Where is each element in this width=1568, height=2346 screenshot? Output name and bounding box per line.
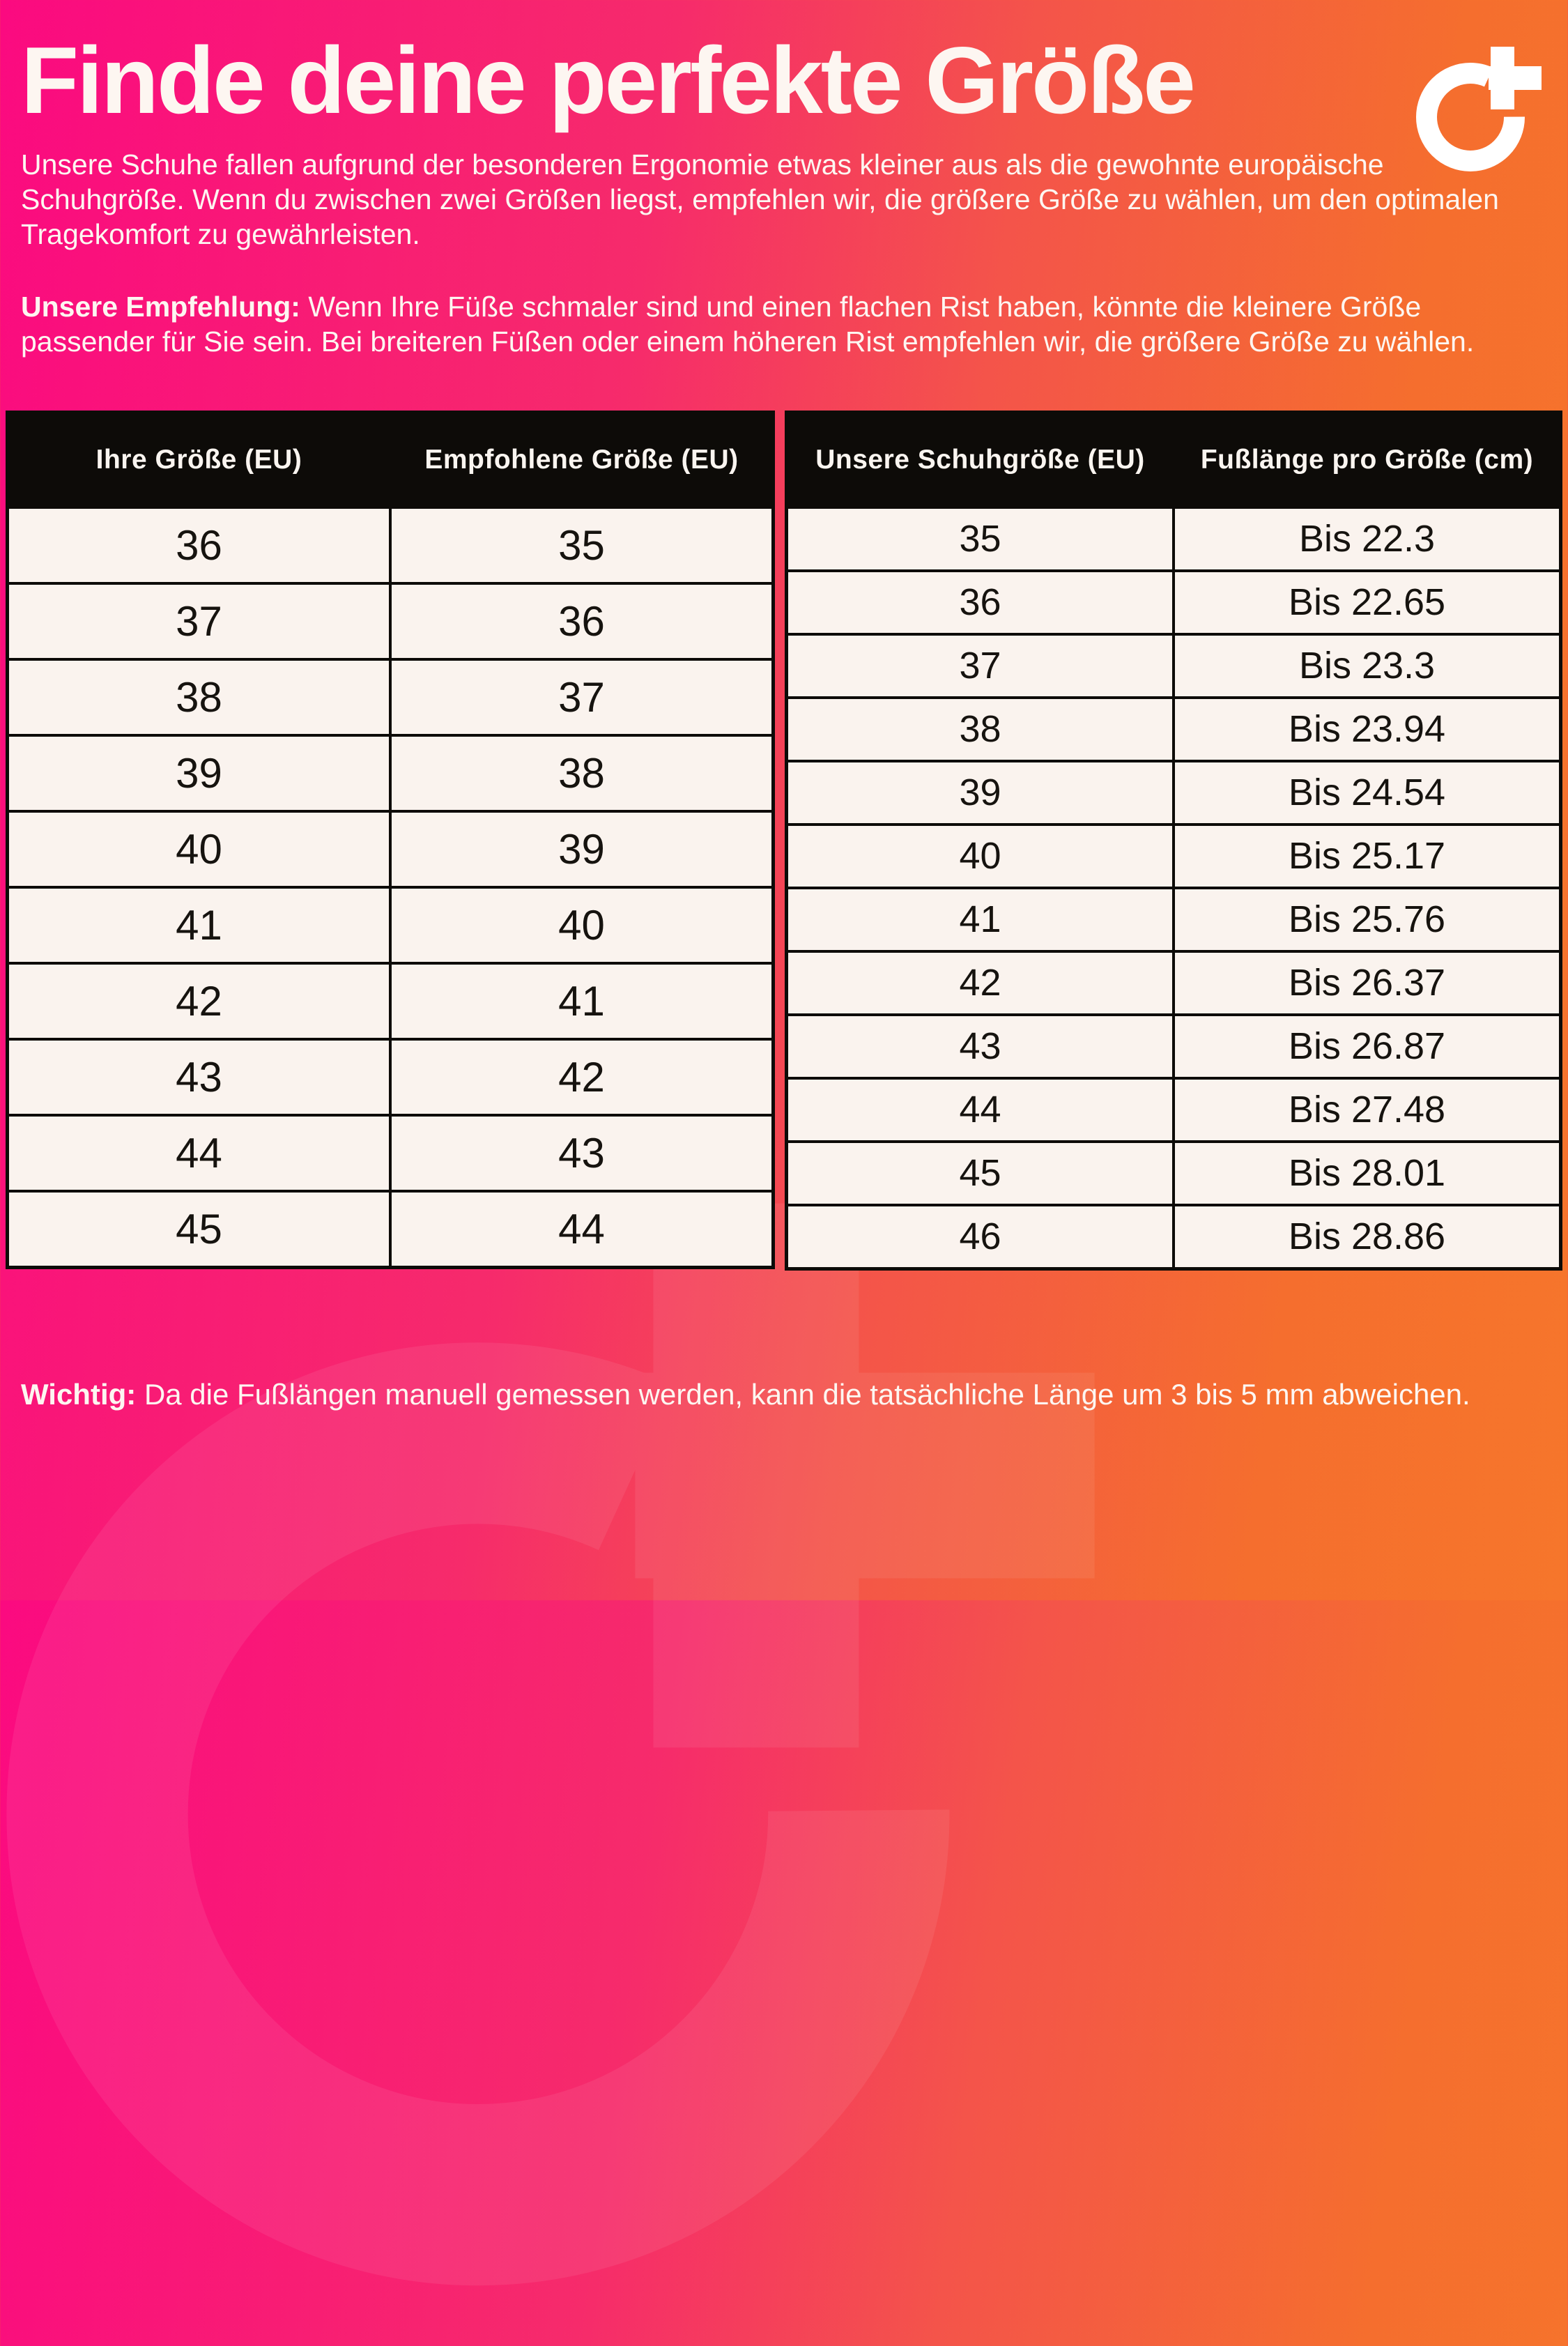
table-row: 38 Bis 23.94 — [785, 696, 1562, 762]
table-row: 37 36 — [6, 581, 775, 661]
table-cell: 41 — [785, 886, 1175, 953]
table-cell: 38 — [6, 657, 392, 737]
table-cell: 37 — [785, 632, 1175, 699]
length-table-header-shoe-size: Unsere Schuhgröße (EU) — [785, 411, 1175, 509]
table-cell: 40 — [6, 809, 392, 889]
table-row: 38 37 — [6, 657, 775, 737]
table-cell: 45 — [785, 1140, 1175, 1206]
table-cell: 43 — [785, 1013, 1175, 1080]
table-row: 41 40 — [6, 885, 775, 965]
table-cell: 37 — [389, 657, 775, 737]
length-table-body: 35 Bis 22.3 36 Bis 22.65 37 Bis 23.3 38 Bis 23.… — [785, 505, 1562, 1271]
table-row: 36 Bis 22.65 — [785, 569, 1562, 636]
table-cell: 44 — [785, 1076, 1175, 1143]
table-cell: 35 — [785, 505, 1175, 572]
table-cell: 41 — [389, 961, 775, 1041]
table-row: 45 Bis 28.01 — [785, 1140, 1562, 1206]
table-cell: Bis 28.86 — [1172, 1203, 1562, 1271]
size-table-header-recommended-size: Empfohlene Größe (EU) — [389, 411, 775, 509]
table-cell: 43 — [6, 1037, 392, 1117]
table-cell: 39 — [6, 733, 392, 813]
size-table-header-your-size: Ihre Größe (EU) — [6, 411, 392, 509]
size-table-header: Ihre Größe (EU) Empfohlene Größe (EU) — [6, 411, 775, 509]
table-cell: 44 — [6, 1113, 392, 1193]
table-cell: 45 — [6, 1189, 392, 1269]
tables-row: Ihre Größe (EU) Empfohlene Größe (EU) 36… — [6, 410, 1562, 1271]
table-cell: 38 — [389, 733, 775, 813]
footer-note-label: Wichtig: — [21, 1377, 137, 1411]
table-row: 39 38 — [6, 733, 775, 813]
table-cell: 41 — [6, 885, 392, 965]
table-cell: Bis 25.17 — [1172, 822, 1562, 889]
table-cell: 39 — [389, 809, 775, 889]
table-row: 37 Bis 23.3 — [785, 632, 1562, 699]
table-cell: Bis 23.3 — [1172, 632, 1562, 699]
table-cell: 42 — [785, 949, 1175, 1016]
table-cell: 36 — [785, 569, 1175, 636]
table-cell: Bis 24.54 — [1172, 759, 1562, 826]
table-row: 40 39 — [6, 809, 775, 889]
table-cell: 42 — [389, 1037, 775, 1117]
table-cell: Bis 26.37 — [1172, 949, 1562, 1016]
size-table-body: 36 35 37 36 38 37 39 38 40 39 41 40 42 41 43 42 44 43 45 44 — [6, 505, 775, 1269]
table-cell: 38 — [785, 696, 1175, 762]
table-cell: 40 — [785, 822, 1175, 889]
table-cell: 43 — [389, 1113, 775, 1193]
foot-length-table: Unsere Schuhgröße (EU) Fußlänge pro Größ… — [785, 410, 1562, 1271]
table-row: 43 42 — [6, 1037, 775, 1117]
table-cell: 44 — [389, 1189, 775, 1269]
recommendation-label: Unsere Empfehlung: — [21, 290, 300, 323]
table-row: 45 44 — [6, 1189, 775, 1269]
table-cell: Bis 26.87 — [1172, 1013, 1562, 1080]
table-cell: Bis 27.48 — [1172, 1076, 1562, 1143]
table-cell: 36 — [6, 505, 392, 585]
table-cell: 46 — [785, 1203, 1175, 1271]
table-cell: Bis 25.76 — [1172, 886, 1562, 953]
table-cell: Bis 22.3 — [1172, 505, 1562, 572]
table-row: 41 Bis 25.76 — [785, 886, 1562, 953]
table-row: 44 43 — [6, 1113, 775, 1193]
table-cell: Bis 28.01 — [1172, 1140, 1562, 1206]
recommendation-text: Wenn Ihre Füße schmaler sind und einen f… — [21, 290, 1475, 358]
length-table-header: Unsere Schuhgröße (EU) Fußlänge pro Größ… — [785, 411, 1562, 509]
table-cell: 36 — [389, 581, 775, 661]
table-row: 46 Bis 28.86 — [785, 1203, 1562, 1271]
recommendation-paragraph: Unsere Empfehlung: Wenn Ihre Füße schmal… — [21, 289, 1512, 359]
size-conversion-table: Ihre Größe (EU) Empfohlene Größe (EU) 36… — [6, 410, 775, 1269]
table-cell: Bis 23.94 — [1172, 696, 1562, 762]
table-cell: 40 — [389, 885, 775, 965]
page-title: Finde deine perfekte Größe — [21, 27, 1196, 133]
table-row: 42 Bis 26.37 — [785, 949, 1562, 1016]
table-row: 35 Bis 22.3 — [785, 505, 1562, 572]
table-row: 43 Bis 26.87 — [785, 1013, 1562, 1080]
footer-note-text: Da die Fußlängen manuell gemessen werden… — [144, 1377, 1470, 1411]
table-row: 40 Bis 25.17 — [785, 822, 1562, 889]
length-table-header-foot-length: Fußlänge pro Größe (cm) — [1172, 411, 1562, 509]
table-row: 42 41 — [6, 961, 775, 1041]
size-guide-page: { "header": { "title": "Finde deine perf… — [0, 32, 1568, 2286]
table-cell: Bis 22.65 — [1172, 569, 1562, 636]
intro-paragraph: Unsere Schuhe fallen aufgrund der besond… — [21, 148, 1499, 250]
table-cell: 37 — [6, 581, 392, 661]
table-row: 36 35 — [6, 505, 775, 585]
content: Finde deine perfekte Größe Unsere Schuhe… — [0, 32, 1568, 1414]
table-cell: 42 — [6, 961, 392, 1041]
o-plus-logo-icon — [1416, 47, 1542, 171]
table-row: 39 Bis 24.54 — [785, 759, 1562, 826]
footer-note: Wichtig: Da die Fußlängen manuell gemess… — [21, 1375, 1512, 1414]
table-cell: 39 — [785, 759, 1175, 826]
table-cell: 35 — [389, 505, 775, 585]
table-row: 44 Bis 27.48 — [785, 1076, 1562, 1143]
